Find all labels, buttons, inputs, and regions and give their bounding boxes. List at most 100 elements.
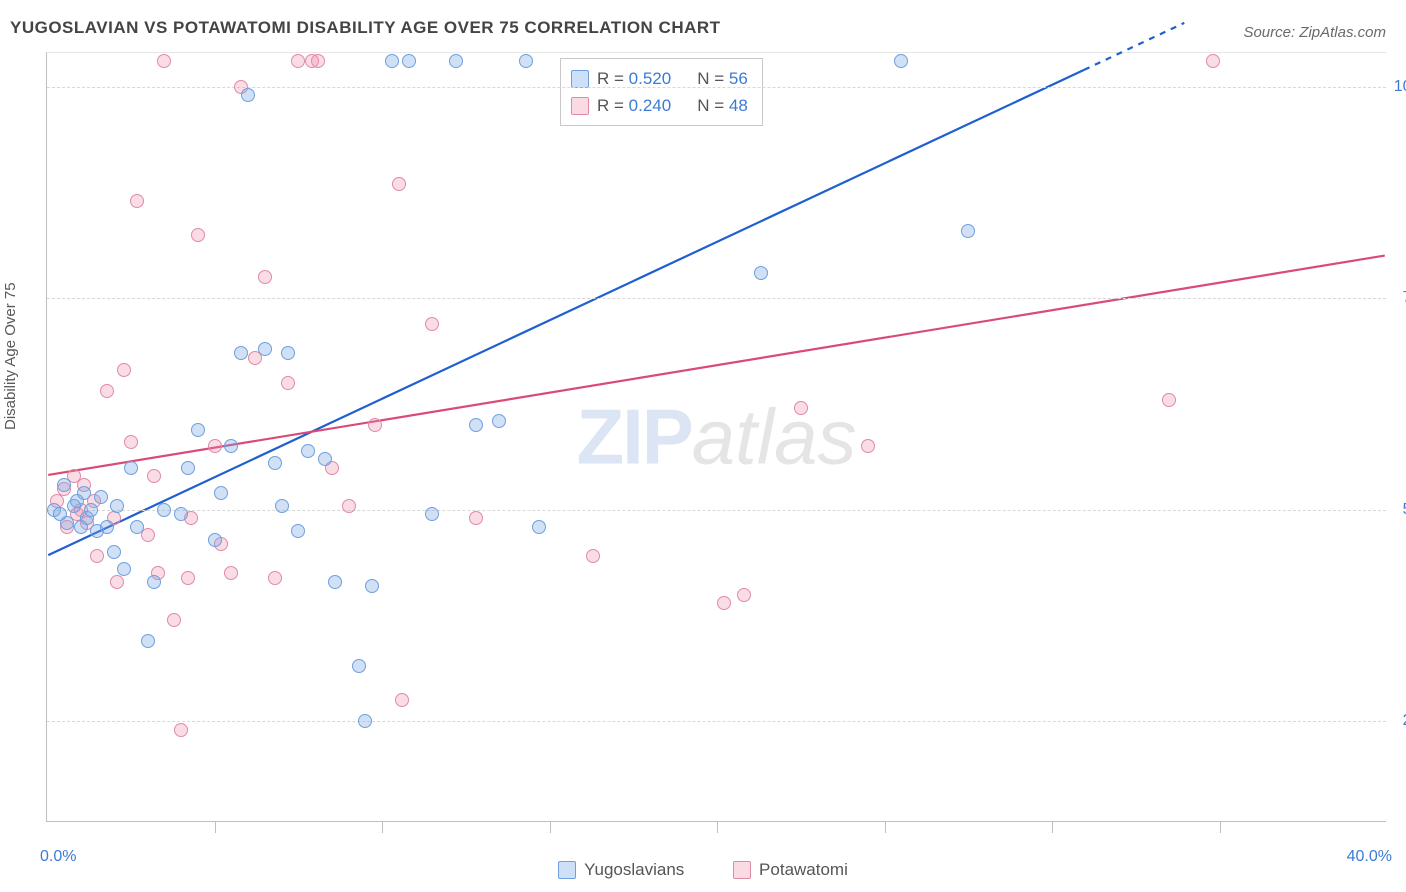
data-point — [402, 54, 416, 68]
x-tick — [550, 821, 551, 833]
data-point — [311, 54, 325, 68]
data-point — [130, 194, 144, 208]
y-tick-label: 25.0% — [1403, 712, 1406, 730]
data-point — [208, 533, 222, 547]
data-point — [157, 54, 171, 68]
data-point — [342, 499, 356, 513]
x-tick — [885, 821, 886, 833]
data-point — [94, 490, 108, 504]
data-point — [754, 266, 768, 280]
data-point — [84, 503, 98, 517]
legend-label: Yugoslavians — [584, 860, 684, 880]
data-point — [1206, 54, 1220, 68]
data-point — [301, 444, 315, 458]
data-point — [77, 486, 91, 500]
data-point — [385, 54, 399, 68]
y-tick-label: 75.0% — [1403, 289, 1406, 307]
data-point — [268, 571, 282, 585]
data-point — [275, 499, 289, 513]
data-point — [181, 461, 195, 475]
data-point — [141, 634, 155, 648]
data-point — [469, 418, 483, 432]
data-point — [281, 376, 295, 390]
stats-r-label: R = 0.240 — [597, 92, 671, 119]
data-point — [57, 478, 71, 492]
data-point — [167, 613, 181, 627]
data-point — [291, 54, 305, 68]
chart-canvas: YUGOSLAVIAN VS POTAWATOMI DISABILITY AGE… — [0, 0, 1406, 892]
data-point — [894, 54, 908, 68]
data-point — [368, 418, 382, 432]
data-point — [174, 507, 188, 521]
data-point — [961, 224, 975, 238]
data-point — [117, 562, 131, 576]
legend-swatch — [558, 861, 576, 879]
data-point — [258, 342, 272, 356]
data-point — [100, 384, 114, 398]
data-point — [147, 575, 161, 589]
stats-box: R = 0.520 N = 56 R = 0.240 N = 48 — [560, 58, 763, 126]
gridline — [47, 721, 1386, 722]
data-point — [147, 469, 161, 483]
data-point — [107, 545, 121, 559]
data-point — [492, 414, 506, 428]
data-point — [392, 177, 406, 191]
gridline — [47, 510, 1386, 511]
bottom-legend: Yugoslavians Potawatomi — [0, 860, 1406, 884]
stats-swatch — [571, 97, 589, 115]
y-axis-label: Disability Age Over 75 — [2, 282, 19, 430]
stats-n-label: N = 48 — [697, 92, 748, 119]
data-point — [519, 54, 533, 68]
data-point — [157, 503, 171, 517]
data-point — [268, 456, 282, 470]
data-point — [469, 511, 483, 525]
data-point — [110, 499, 124, 513]
y-tick-label: 50.0% — [1403, 501, 1406, 519]
data-point — [352, 659, 366, 673]
data-point — [124, 461, 138, 475]
x-tick — [215, 821, 216, 833]
stats-swatch — [571, 70, 589, 88]
legend-item-potawatomi: Potawatomi — [733, 860, 848, 880]
data-point — [328, 575, 342, 589]
data-point — [717, 596, 731, 610]
data-point — [358, 714, 372, 728]
stats-n-label: N = 56 — [697, 65, 748, 92]
data-point — [1162, 393, 1176, 407]
chart-title: YUGOSLAVIAN VS POTAWATOMI DISABILITY AGE… — [10, 18, 721, 38]
stats-row: R = 0.520 N = 56 — [571, 65, 748, 92]
data-point — [395, 693, 409, 707]
gridline — [47, 298, 1386, 299]
data-point — [90, 549, 104, 563]
stats-row: R = 0.240 N = 48 — [571, 92, 748, 119]
data-point — [174, 723, 188, 737]
plot-area: ZIPatlas R = 0.520N = 56R = 0.240N = 48 … — [46, 52, 1386, 822]
data-point — [224, 566, 238, 580]
x-tick — [1220, 821, 1221, 833]
data-point — [214, 486, 228, 500]
legend-label: Potawatomi — [759, 860, 848, 880]
data-point — [191, 228, 205, 242]
data-point — [532, 520, 546, 534]
data-point — [318, 452, 332, 466]
data-point — [794, 401, 808, 415]
stats-r-label: R = 0.520 — [597, 65, 671, 92]
legend-item-yugoslavians: Yugoslavians — [558, 860, 684, 880]
data-point — [258, 270, 272, 284]
x-tick — [382, 821, 383, 833]
data-point — [737, 588, 751, 602]
data-point — [425, 317, 439, 331]
data-point — [191, 423, 205, 437]
x-tick — [1052, 821, 1053, 833]
data-point — [130, 520, 144, 534]
data-point — [291, 524, 305, 538]
data-point — [449, 54, 463, 68]
data-point — [110, 575, 124, 589]
data-point — [586, 549, 600, 563]
data-point — [281, 346, 295, 360]
data-point — [224, 439, 238, 453]
data-point — [181, 571, 195, 585]
data-point — [124, 435, 138, 449]
data-point — [241, 88, 255, 102]
data-point — [234, 346, 248, 360]
